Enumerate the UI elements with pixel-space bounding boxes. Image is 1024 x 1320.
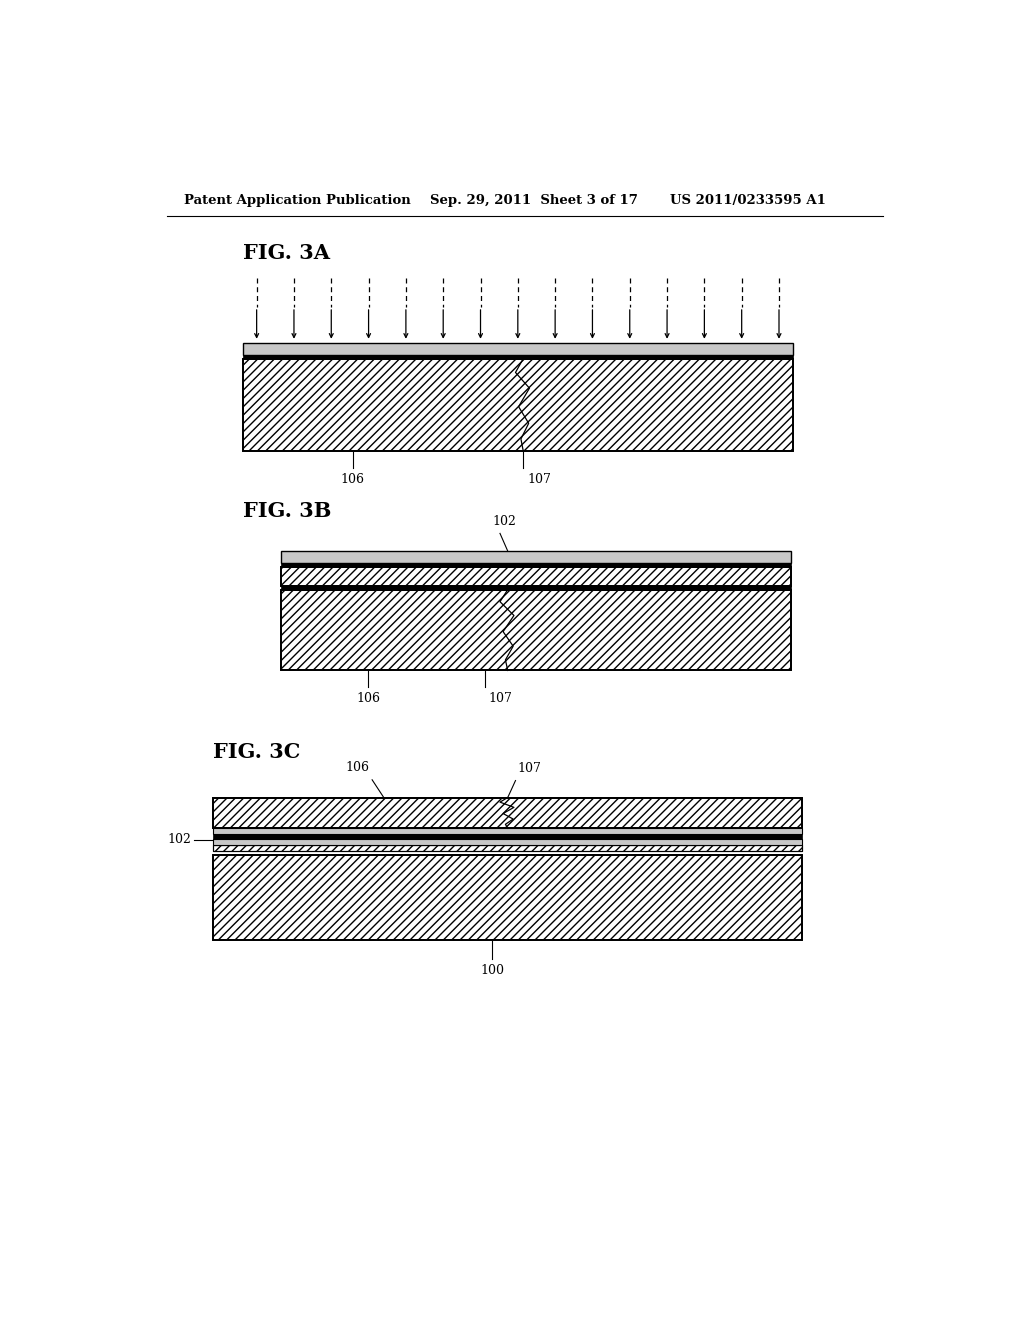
Text: US 2011/0233595 A1: US 2011/0233595 A1 xyxy=(671,194,826,207)
Bar xyxy=(213,845,802,851)
Text: 106: 106 xyxy=(346,762,370,775)
Text: Sep. 29, 2011  Sheet 3 of 17: Sep. 29, 2011 Sheet 3 of 17 xyxy=(430,194,638,207)
Text: FIG. 3B: FIG. 3B xyxy=(243,502,331,521)
Bar xyxy=(213,840,802,845)
Text: FIG. 3A: FIG. 3A xyxy=(243,243,330,263)
Bar xyxy=(281,552,791,562)
Bar xyxy=(281,586,791,590)
Bar xyxy=(213,797,802,829)
Bar xyxy=(243,359,793,451)
Bar xyxy=(213,845,802,851)
Bar xyxy=(243,359,793,451)
Bar xyxy=(281,590,791,671)
Text: 107: 107 xyxy=(517,762,541,775)
Bar xyxy=(243,359,793,451)
Text: 100: 100 xyxy=(480,964,504,977)
Text: Patent Application Publication: Patent Application Publication xyxy=(183,194,411,207)
Text: FIG. 3C: FIG. 3C xyxy=(213,742,301,762)
Bar xyxy=(213,797,802,829)
Bar xyxy=(213,797,802,829)
Bar xyxy=(281,590,791,671)
Bar xyxy=(213,855,802,940)
Bar xyxy=(281,566,791,586)
Bar xyxy=(213,855,802,940)
Bar xyxy=(213,834,802,840)
Text: 106: 106 xyxy=(341,473,365,486)
Text: 107: 107 xyxy=(527,473,551,486)
Bar xyxy=(281,590,791,671)
Bar xyxy=(213,855,802,940)
Bar xyxy=(213,845,802,851)
Bar xyxy=(281,562,791,566)
Bar xyxy=(243,343,793,355)
Text: 107: 107 xyxy=(488,692,512,705)
Bar xyxy=(281,566,791,586)
Bar xyxy=(213,829,802,834)
Bar xyxy=(243,355,793,359)
Text: 102: 102 xyxy=(492,515,516,528)
Bar xyxy=(281,566,791,586)
Text: 106: 106 xyxy=(356,692,380,705)
Text: 102: 102 xyxy=(168,833,191,846)
